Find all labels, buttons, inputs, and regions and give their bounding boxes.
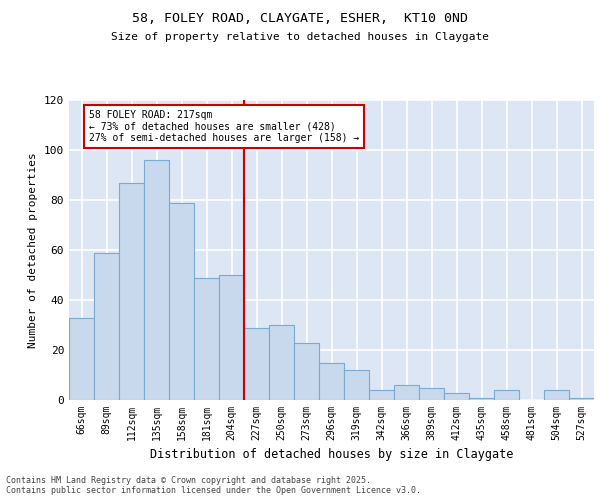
Text: 58, FOLEY ROAD, CLAYGATE, ESHER,  KT10 0ND: 58, FOLEY ROAD, CLAYGATE, ESHER, KT10 0N…: [132, 12, 468, 26]
Bar: [269, 325, 294, 400]
Bar: [94, 252, 119, 400]
Bar: [494, 390, 519, 400]
Bar: [469, 398, 494, 400]
Bar: [369, 390, 394, 400]
Bar: [419, 388, 444, 400]
Bar: [444, 392, 469, 400]
Bar: [144, 160, 169, 400]
Bar: [244, 328, 269, 400]
Bar: [119, 182, 144, 400]
Y-axis label: Number of detached properties: Number of detached properties: [28, 152, 38, 348]
Bar: [344, 370, 369, 400]
Text: 58 FOLEY ROAD: 217sqm
← 73% of detached houses are smaller (428)
27% of semi-det: 58 FOLEY ROAD: 217sqm ← 73% of detached …: [89, 110, 359, 143]
Bar: [169, 202, 194, 400]
Bar: [319, 362, 344, 400]
Bar: [394, 385, 419, 400]
Bar: [294, 342, 319, 400]
Bar: [569, 398, 594, 400]
Bar: [219, 275, 244, 400]
Text: Contains HM Land Registry data © Crown copyright and database right 2025.
Contai: Contains HM Land Registry data © Crown c…: [6, 476, 421, 495]
Text: Size of property relative to detached houses in Claygate: Size of property relative to detached ho…: [111, 32, 489, 42]
X-axis label: Distribution of detached houses by size in Claygate: Distribution of detached houses by size …: [150, 448, 513, 462]
Bar: [69, 318, 94, 400]
Bar: [544, 390, 569, 400]
Bar: [194, 278, 219, 400]
